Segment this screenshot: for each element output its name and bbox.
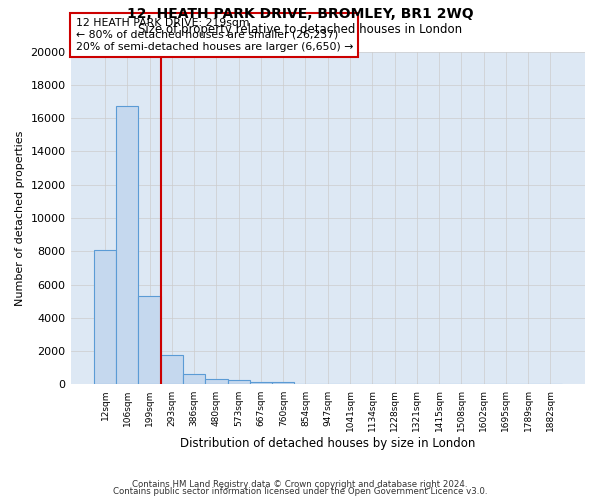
Bar xyxy=(161,356,183,384)
Bar xyxy=(183,374,205,384)
Text: 12 HEATH PARK DRIVE: 219sqm
← 80% of detached houses are smaller (26,237)
20% of: 12 HEATH PARK DRIVE: 219sqm ← 80% of det… xyxy=(76,18,353,52)
Bar xyxy=(205,379,227,384)
Text: Contains public sector information licensed under the Open Government Licence v3: Contains public sector information licen… xyxy=(113,487,487,496)
Text: Size of property relative to detached houses in London: Size of property relative to detached ho… xyxy=(138,22,462,36)
X-axis label: Distribution of detached houses by size in London: Distribution of detached houses by size … xyxy=(180,437,475,450)
Text: 12, HEATH PARK DRIVE, BROMLEY, BR1 2WQ: 12, HEATH PARK DRIVE, BROMLEY, BR1 2WQ xyxy=(127,8,473,22)
Y-axis label: Number of detached properties: Number of detached properties xyxy=(15,130,25,306)
Bar xyxy=(250,382,272,384)
Bar xyxy=(139,296,161,384)
Text: Contains HM Land Registry data © Crown copyright and database right 2024.: Contains HM Land Registry data © Crown c… xyxy=(132,480,468,489)
Bar xyxy=(227,380,250,384)
Bar xyxy=(272,382,295,384)
Bar xyxy=(116,106,139,384)
Bar xyxy=(94,250,116,384)
